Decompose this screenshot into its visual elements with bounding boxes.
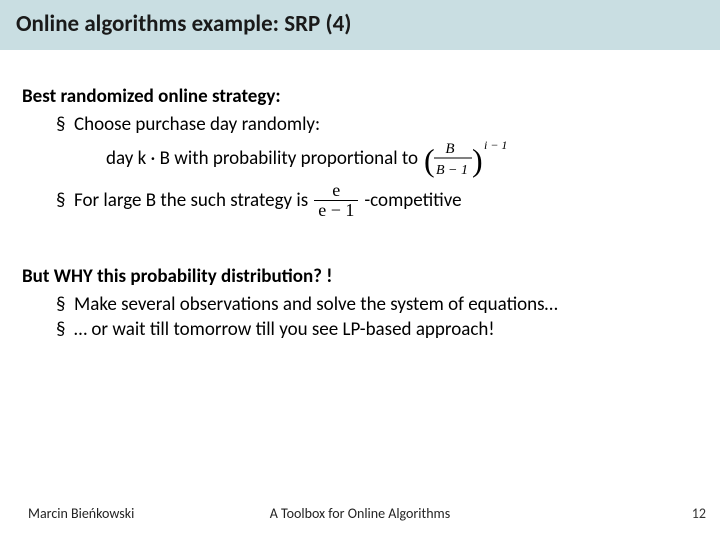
formula-fraction-power: ( B B − 1 ) i − 1 (424, 137, 516, 181)
bullet-text: For large B the such strategy is (74, 188, 308, 214)
formula-numerator: B (446, 141, 455, 157)
bullet-text: Make several observations and solve the … (74, 292, 558, 318)
bullet-sub-item: day k · B with probability proportional … (106, 137, 692, 181)
bullet-text: … or wait till tomorrow till you see LP-… (74, 317, 495, 343)
bullet-text: day k · B with probability proportional … (106, 146, 418, 172)
formula-numerator: e (328, 181, 344, 200)
bullet-item: § Make several observations and solve th… (56, 292, 692, 318)
formula-denominator: e − 1 (314, 201, 358, 220)
slide-title: Online algorithms example: SRP (4) (0, 0, 720, 50)
bullet-item: § Choose purchase day randomly: (56, 112, 692, 138)
bullet-text: -competitive (364, 188, 461, 214)
bullet-marker-icon: § (56, 317, 74, 343)
bullet-text: Choose purchase day randomly: (74, 112, 320, 138)
formula-exponent: i − 1 (484, 138, 507, 152)
bullet-item: § … or wait till tomorrow till you see L… (56, 317, 692, 343)
bullet-item: § For large B the such strategy is e e −… (56, 181, 692, 220)
slide: Online algorithms example: SRP (4) Best … (0, 0, 720, 540)
section-1-heading: Best randomized online strategy: (22, 84, 692, 110)
svg-text:(: ( (424, 142, 435, 178)
bullet-marker-icon: § (56, 188, 74, 214)
svg-text:): ) (472, 142, 483, 178)
bullet-marker-icon: § (56, 292, 74, 318)
section-2-heading: But WHY this probability distribution? ! (22, 264, 692, 290)
footer-title: A Toolbox for Online Algorithms (0, 505, 720, 522)
bullet-marker-icon: § (56, 112, 74, 138)
formula-denominator: B − 1 (436, 163, 468, 178)
slide-footer: Marcin Bieńkowski A Toolbox for Online A… (0, 505, 720, 522)
slide-body: Best randomized online strategy: § Choos… (0, 50, 720, 343)
formula-fraction: e e − 1 (314, 181, 358, 220)
